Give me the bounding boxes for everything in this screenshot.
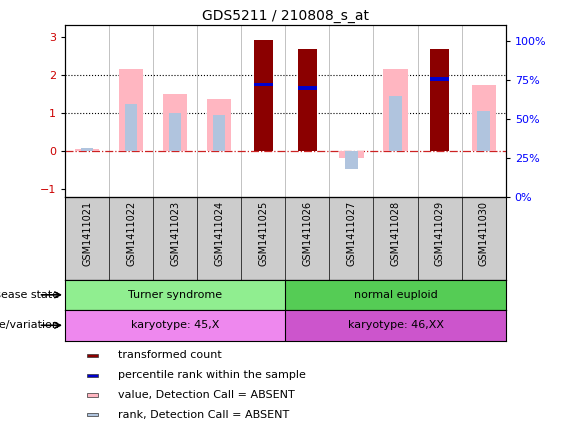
Text: GSM1411026: GSM1411026 <box>302 201 312 266</box>
Bar <box>213 115 225 151</box>
Bar <box>75 148 99 151</box>
Bar <box>285 280 506 310</box>
Text: genotype/variation: genotype/variation <box>0 320 59 330</box>
Text: GSM1411027: GSM1411027 <box>346 201 357 266</box>
Bar <box>119 69 143 151</box>
Text: GSM1411024: GSM1411024 <box>214 201 224 266</box>
Bar <box>384 69 407 151</box>
Bar <box>81 148 93 151</box>
Text: percentile rank within the sample: percentile rank within the sample <box>118 370 306 380</box>
Bar <box>254 39 272 151</box>
Bar <box>298 86 316 90</box>
Bar <box>87 413 98 416</box>
Bar <box>477 111 490 151</box>
Title: GDS5211 / 210808_s_at: GDS5211 / 210808_s_at <box>202 9 369 23</box>
Bar <box>207 99 231 151</box>
Bar <box>87 374 98 377</box>
Bar <box>125 104 137 151</box>
Bar <box>298 49 316 151</box>
Bar <box>169 113 181 151</box>
Text: Turner syndrome: Turner syndrome <box>128 290 222 300</box>
Text: GSM1411029: GSM1411029 <box>434 201 445 266</box>
Text: transformed count: transformed count <box>118 350 221 360</box>
Bar <box>254 82 272 86</box>
Bar <box>65 280 285 310</box>
Bar <box>472 85 496 151</box>
Bar <box>65 310 285 341</box>
Bar <box>340 151 363 158</box>
Text: GSM1411023: GSM1411023 <box>170 201 180 266</box>
Text: GSM1411028: GSM1411028 <box>390 201 401 266</box>
Bar <box>163 94 187 151</box>
Bar <box>345 151 358 169</box>
Text: karyotype: 45,X: karyotype: 45,X <box>131 320 219 330</box>
Bar <box>431 49 449 151</box>
Bar <box>389 96 402 151</box>
Text: GSM1411021: GSM1411021 <box>82 201 92 266</box>
Text: disease state: disease state <box>0 290 59 300</box>
Text: value, Detection Call = ABSENT: value, Detection Call = ABSENT <box>118 390 294 400</box>
Bar <box>431 77 449 81</box>
Text: GSM1411025: GSM1411025 <box>258 201 268 266</box>
Bar <box>285 310 506 341</box>
Text: normal euploid: normal euploid <box>354 290 437 300</box>
Text: karyotype: 46,XX: karyotype: 46,XX <box>347 320 444 330</box>
Text: GSM1411030: GSM1411030 <box>479 201 489 266</box>
Text: rank, Detection Call = ABSENT: rank, Detection Call = ABSENT <box>118 410 289 420</box>
Text: GSM1411022: GSM1411022 <box>126 201 136 266</box>
Bar <box>87 393 98 397</box>
Bar <box>87 354 98 357</box>
